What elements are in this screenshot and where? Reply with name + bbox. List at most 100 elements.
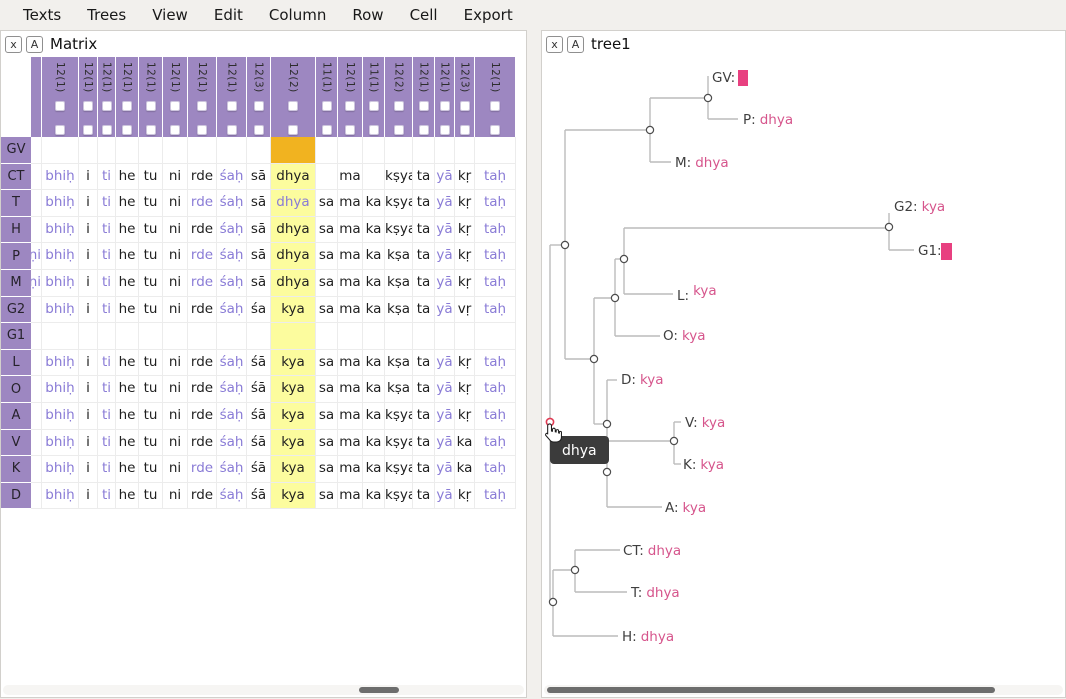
matrix-cell[interactable]: sa	[316, 243, 338, 270]
matrix-cell[interactable]: ma	[338, 456, 363, 483]
matrix-cell[interactable]: taḥ	[475, 270, 516, 297]
matrix-cell[interactable]: rde	[188, 270, 217, 297]
matrix-cell[interactable]: ta	[413, 243, 435, 270]
matrix-cell[interactable]: kṣa	[385, 297, 413, 324]
matrix-cell[interactable]: sa	[316, 270, 338, 297]
matrix-cell[interactable]	[385, 323, 413, 350]
matrix-cell[interactable]	[413, 137, 435, 164]
matrix-cell[interactable]: ka	[455, 430, 475, 457]
matrix-cell[interactable]: ni	[163, 270, 188, 297]
matrix-cell[interactable]: ṇi	[31, 270, 42, 297]
matrix-cell[interactable]: bhiḥ	[42, 270, 79, 297]
matrix-cell[interactable]: ka	[363, 217, 385, 244]
matrix-cell[interactable]: yā	[435, 483, 455, 510]
matrix-cell[interactable]	[475, 137, 516, 164]
matrix-cell[interactable]: tu	[139, 297, 163, 324]
matrix-cell[interactable]: dhya	[271, 243, 316, 270]
matrix-column-header[interactable]: 12(2)	[271, 57, 316, 137]
matrix-cell[interactable]	[217, 137, 247, 164]
matrix-cell[interactable]: kṛ	[455, 376, 475, 403]
matrix-cell[interactable]	[31, 376, 42, 403]
column-checkbox[interactable]	[419, 125, 429, 135]
matrix-cell[interactable]: he	[116, 483, 139, 510]
column-checkbox[interactable]	[322, 125, 332, 135]
matrix-cell[interactable]: śaḥ	[217, 243, 247, 270]
matrix-cell[interactable]	[247, 137, 271, 164]
row-label-gv[interactable]: GV	[1, 137, 31, 164]
row-label-d[interactable]: D	[1, 483, 31, 510]
matrix-column-header[interactable]: 12(2)	[385, 57, 413, 137]
matrix-cell[interactable]: ma	[338, 403, 363, 430]
column-checkbox[interactable]	[197, 101, 207, 111]
column-checkbox[interactable]	[254, 125, 264, 135]
matrix-cell[interactable]: yā	[435, 376, 455, 403]
matrix-cell[interactable]: ni	[163, 456, 188, 483]
matrix-cell[interactable]: rde	[188, 297, 217, 324]
matrix-column-header[interactable]: 12(1)	[413, 57, 435, 137]
matrix-cell[interactable]	[338, 323, 363, 350]
matrix-column-header[interactable]: 12(1)	[338, 57, 363, 137]
matrix-cell[interactable]: taḥ	[475, 403, 516, 430]
matrix-cell[interactable]	[455, 323, 475, 350]
matrix-cell[interactable]: ma	[338, 243, 363, 270]
matrix-cell[interactable]: i	[79, 190, 98, 217]
matrix-cell[interactable]: ti	[98, 483, 116, 510]
matrix-cell[interactable]: śā	[247, 483, 271, 510]
tree-node[interactable]	[611, 294, 618, 301]
autosize-icon[interactable]: A	[26, 36, 43, 53]
tree-node[interactable]	[603, 420, 610, 427]
matrix-column-header[interactable]: 12(3)	[247, 57, 271, 137]
row-label-a[interactable]: A	[1, 403, 31, 430]
matrix-column-header[interactable]: 12(1)	[139, 57, 163, 137]
matrix-cell[interactable]	[79, 323, 98, 350]
tree-leaf-label-g1[interactable]: G1:	[918, 243, 942, 259]
matrix-cell[interactable]: śā	[247, 456, 271, 483]
matrix-cell[interactable]: ta	[413, 164, 435, 191]
matrix-cell[interactable]	[31, 297, 42, 324]
column-checkbox[interactable]	[460, 101, 470, 111]
matrix-cell[interactable]	[79, 137, 98, 164]
matrix-cell[interactable]	[385, 137, 413, 164]
column-checkbox[interactable]	[254, 101, 264, 111]
matrix-cell[interactable]	[316, 323, 338, 350]
matrix-cell[interactable]: he	[116, 164, 139, 191]
column-checkbox[interactable]	[122, 125, 132, 135]
matrix-cell[interactable]: ta	[413, 456, 435, 483]
matrix-cell[interactable]: ka	[455, 456, 475, 483]
matrix-cell[interactable]	[163, 323, 188, 350]
matrix-cell[interactable]: sa	[316, 350, 338, 377]
column-checkbox[interactable]	[146, 101, 156, 111]
matrix-cell[interactable]: śaḥ	[217, 270, 247, 297]
tree-node[interactable]	[620, 255, 627, 262]
matrix-cell[interactable]: ti	[98, 190, 116, 217]
matrix-cell[interactable]: ka	[363, 456, 385, 483]
matrix-cell[interactable]: bhiḥ	[42, 430, 79, 457]
matrix-cell[interactable]: he	[116, 350, 139, 377]
tree-leaf-label-d[interactable]: D:kya	[621, 372, 664, 388]
matrix-cell[interactable]: rde	[188, 483, 217, 510]
matrix-cell[interactable]: bhiḥ	[42, 190, 79, 217]
matrix-cell[interactable]	[31, 217, 42, 244]
matrix-cell[interactable]	[316, 164, 338, 191]
matrix-cell[interactable]: ni	[163, 430, 188, 457]
matrix-cell[interactable]: ṇi	[31, 243, 42, 270]
matrix-cell[interactable]	[271, 323, 316, 350]
matrix-cell[interactable]: śaḥ	[217, 456, 247, 483]
matrix-cell[interactable]: bhiḥ	[42, 217, 79, 244]
matrix-cell[interactable]: kṛ	[455, 483, 475, 510]
matrix-cell[interactable]: he	[116, 430, 139, 457]
matrix-cell[interactable]	[271, 137, 316, 164]
tree-leaf-label-h[interactable]: H:dhya	[622, 629, 674, 645]
matrix-cell[interactable]: i	[79, 483, 98, 510]
matrix-cell[interactable]	[31, 456, 42, 483]
matrix-cell[interactable]	[435, 323, 455, 350]
matrix-cell[interactable]: i	[79, 350, 98, 377]
matrix-hscrollbar-track[interactable]	[3, 685, 524, 695]
column-checkbox[interactable]	[345, 101, 355, 111]
matrix-cell[interactable]: yā	[435, 350, 455, 377]
matrix-cell[interactable]: rde	[188, 190, 217, 217]
matrix-cell[interactable]: he	[116, 297, 139, 324]
matrix-cell[interactable]: tu	[139, 190, 163, 217]
matrix-column-header[interactable]: 12(1)	[435, 57, 455, 137]
matrix-cell[interactable]: kṣya	[385, 190, 413, 217]
